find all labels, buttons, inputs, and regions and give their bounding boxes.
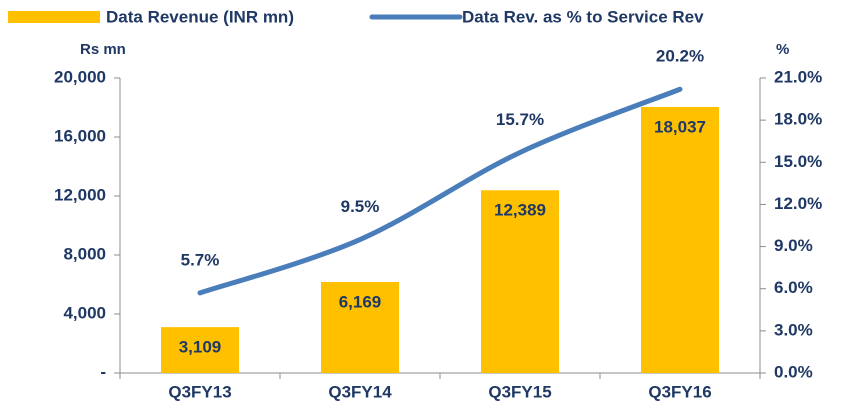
data-label: 6,169 <box>339 292 382 311</box>
data-label: 9.5% <box>341 197 380 216</box>
y2-tick-label: 0.0% <box>774 362 813 381</box>
legend-label: Data Rev. as % to Service Rev <box>462 7 704 26</box>
y2-tick-label: 15.0% <box>774 152 822 171</box>
y2-tick-label: 12.0% <box>774 194 822 213</box>
y-tick-label: 4,000 <box>63 303 106 322</box>
y2-tick-label: 6.0% <box>774 278 813 297</box>
x-tick-label: Q3FY13 <box>168 382 231 401</box>
bar <box>321 282 399 373</box>
bar <box>161 327 239 373</box>
y-tick-label: 16,000 <box>54 126 106 145</box>
bar <box>481 190 559 373</box>
data-label: 5.7% <box>181 250 220 269</box>
y-tick-label: 12,000 <box>54 185 106 204</box>
x-tick-label: Q3FY16 <box>648 382 711 401</box>
x-tick-label: Q3FY14 <box>328 382 392 401</box>
data-label: 20.2% <box>656 47 704 66</box>
legend-swatch <box>8 11 100 23</box>
y2-axis-label: % <box>776 41 789 58</box>
y-tick-label: 20,000 <box>54 67 106 86</box>
bar <box>641 106 719 373</box>
data-label: 12,389 <box>494 201 546 220</box>
y-axis-label: Rs mn <box>80 41 126 58</box>
data-label: 15.7% <box>496 110 544 129</box>
data-label: 18,037 <box>654 117 706 136</box>
y2-tick-label: 9.0% <box>774 236 813 255</box>
y2-tick-label: 18.0% <box>774 110 822 129</box>
legend-label: Data Revenue (INR mn) <box>106 7 294 26</box>
y-tick-label: - <box>100 362 106 381</box>
y2-tick-label: 21.0% <box>774 67 822 86</box>
line <box>197 86 683 296</box>
x-tick-label: Q3FY15 <box>488 382 551 401</box>
y-tick-label: 8,000 <box>63 244 106 263</box>
data-label: 3,109 <box>179 338 222 357</box>
y2-tick-label: 3.0% <box>774 320 813 339</box>
